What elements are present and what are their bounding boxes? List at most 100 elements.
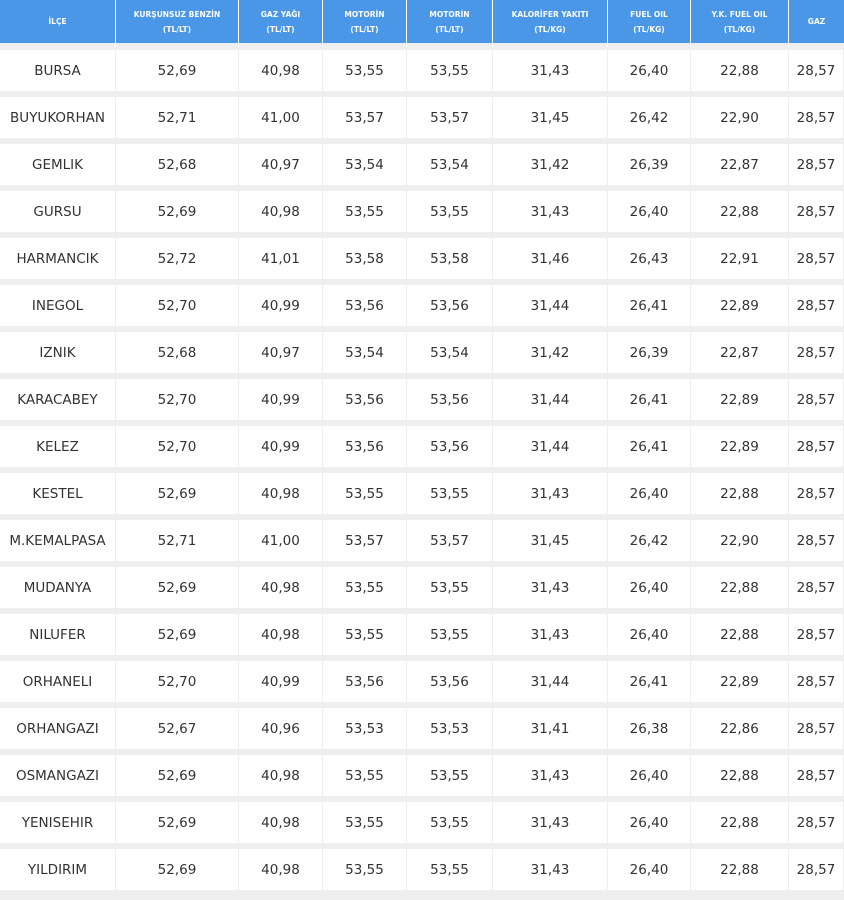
price-cell: 40,98 (239, 567, 323, 614)
district-cell: KELEZ (0, 426, 116, 473)
price-cell: 28,57 (789, 97, 844, 144)
price-cell: 53,55 (407, 614, 493, 661)
district-cell: KESTEL (0, 473, 116, 520)
price-cell: 26,40 (608, 849, 691, 896)
price-cell: 53,54 (407, 144, 493, 191)
price-cell: 31,45 (493, 97, 608, 144)
table-row: BURSA 52,69 40,98 53,55 53,55 31,43 26,40 22,88… (0, 50, 844, 97)
price-cell: 31,44 (493, 426, 608, 473)
price-cell: 53,56 (407, 426, 493, 473)
header-unit: (TL/KG) (534, 24, 566, 34)
district-cell: KARACABEY (0, 379, 116, 426)
district-cell: BURSA (0, 50, 116, 97)
price-cell: 26,39 (608, 332, 691, 379)
price-cell: 53,55 (407, 473, 493, 520)
price-cell: 28,57 (789, 520, 844, 567)
price-cell: 22,91 (691, 238, 789, 285)
header-label: Y.K. FUEL OIL (711, 9, 768, 19)
table-row: YILDIRIM 52,69 40,98 53,55 53,55 31,43 26,40 22… (0, 849, 844, 896)
price-cell: 53,55 (323, 50, 407, 97)
header-unit: (TL/KG) (723, 24, 756, 34)
price-cell: 53,55 (323, 191, 407, 238)
price-cell: 53,55 (323, 473, 407, 520)
price-cell: 41,00 (239, 520, 323, 567)
header-unit: (TL/LT) (162, 24, 192, 34)
header-label: GAZ (807, 17, 826, 26)
price-cell: 28,57 (789, 144, 844, 191)
price-cell: 31,46 (493, 238, 608, 285)
price-cell: 53,58 (323, 238, 407, 285)
price-cell: 31,43 (493, 755, 608, 802)
price-cell: 40,97 (239, 144, 323, 191)
district-cell: IZNIK (0, 332, 116, 379)
price-cell: 53,55 (407, 802, 493, 849)
price-cell: 41,00 (239, 97, 323, 144)
price-cell: 31,43 (493, 473, 608, 520)
price-cell: 31,43 (493, 567, 608, 614)
table-row: BUYUKORHAN 52,71 41,00 53,57 53,57 31,45 26,42… (0, 97, 844, 144)
price-cell: 28,57 (789, 849, 844, 896)
header-label: KURŞUNSUZ BENZİN (133, 9, 221, 19)
price-cell: 40,98 (239, 802, 323, 849)
district-cell: INEGOL (0, 285, 116, 332)
price-cell: 26,40 (608, 802, 691, 849)
price-cell: 28,57 (789, 238, 844, 285)
district-cell: ORHANGAZI (0, 708, 116, 755)
table-row: MUDANYA 52,69 40,98 53,55 53,55 31,43 26,40 22,… (0, 567, 844, 614)
table-row: OSMANGAZI 52,69 40,98 53,55 53,55 31,43 26,40 2… (0, 755, 844, 802)
price-cell: 40,99 (239, 379, 323, 426)
header-label: KALORİFER YAKITI (511, 9, 589, 19)
price-cell: 52,71 (116, 520, 239, 567)
table-row: HARMANCIK 52,72 41,01 53,58 53,58 31,46 26,43 2… (0, 238, 844, 285)
price-cell: 52,71 (116, 97, 239, 144)
table-header: İLÇE KURŞUNSUZ BENZİN (TL/LT) GAZ YAĞI (TL/L… (0, 0, 844, 50)
price-cell: 53,56 (407, 285, 493, 332)
table-row: KELEZ 52,70 40,99 53,56 53,56 31,44 26,41 22,89… (0, 426, 844, 473)
price-cell: 31,43 (493, 50, 608, 97)
column-header: KALORİFER YAKITI (TL/KG) (493, 0, 608, 50)
column-header: İLÇE (0, 0, 116, 50)
table-row: NILUFER 52,69 40,98 53,55 53,55 31,43 26,40 22,… (0, 614, 844, 661)
price-cell: 53,55 (407, 567, 493, 614)
price-cell: 22,88 (691, 755, 789, 802)
header-label: MOTORİN (344, 9, 385, 19)
price-cell: 52,70 (116, 426, 239, 473)
price-cell: 53,55 (323, 755, 407, 802)
table-row: YENISEHIR 52,69 40,98 53,55 53,55 31,43 26,40 2… (0, 802, 844, 849)
price-cell: 40,99 (239, 661, 323, 708)
price-cell: 26,39 (608, 144, 691, 191)
price-cell: 26,40 (608, 755, 691, 802)
header-label: İLÇE (48, 17, 67, 26)
price-cell: 28,57 (789, 191, 844, 238)
price-cell: 22,89 (691, 426, 789, 473)
price-cell: 26,40 (608, 50, 691, 97)
price-cell: 40,98 (239, 849, 323, 896)
price-cell: 52,70 (116, 285, 239, 332)
district-cell: M.KEMALPASA (0, 520, 116, 567)
price-cell: 53,56 (407, 661, 493, 708)
price-cell: 52,69 (116, 849, 239, 896)
price-cell: 52,70 (116, 661, 239, 708)
district-cell: YENISEHIR (0, 802, 116, 849)
price-cell: 31,41 (493, 708, 608, 755)
table-row: IZNIK 52,68 40,97 53,54 53,54 31,42 26,39 22,87… (0, 332, 844, 379)
price-cell: 31,43 (493, 191, 608, 238)
price-cell: 40,97 (239, 332, 323, 379)
price-cell: 41,01 (239, 238, 323, 285)
price-cell: 53,56 (323, 379, 407, 426)
district-cell: GURSU (0, 191, 116, 238)
price-cell: 22,89 (691, 661, 789, 708)
price-cell: 53,55 (323, 614, 407, 661)
price-cell: 31,43 (493, 802, 608, 849)
price-cell: 52,68 (116, 144, 239, 191)
price-cell: 52,69 (116, 191, 239, 238)
district-cell: BUYUKORHAN (0, 97, 116, 144)
price-cell: 26,43 (608, 238, 691, 285)
price-cell: 53,55 (407, 849, 493, 896)
district-cell: ORHANELI (0, 661, 116, 708)
price-cell: 26,42 (608, 520, 691, 567)
price-cell: 28,57 (789, 614, 844, 661)
price-cell: 26,40 (608, 567, 691, 614)
price-cell: 28,57 (789, 708, 844, 755)
price-cell: 31,43 (493, 614, 608, 661)
